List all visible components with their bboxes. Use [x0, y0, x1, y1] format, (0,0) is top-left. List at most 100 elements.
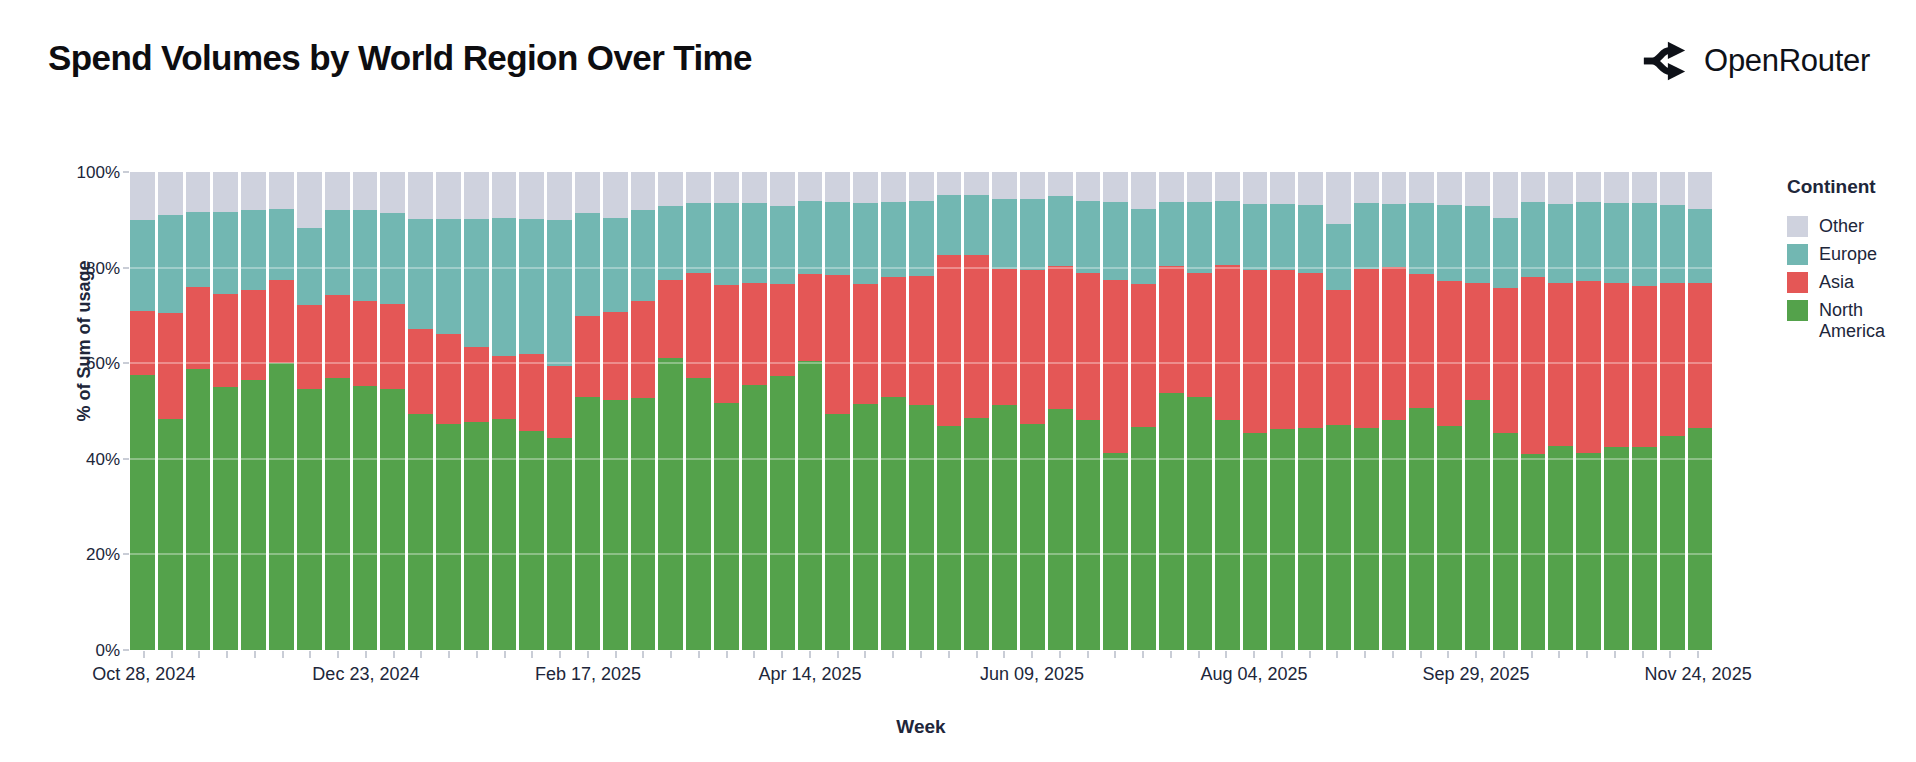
bar-segment-asia[interactable]: [1521, 277, 1546, 454]
bar-segment-other[interactable]: [658, 172, 683, 206]
bar-segment-asia[interactable]: [1632, 286, 1657, 447]
bar-week[interactable]: [1576, 172, 1601, 650]
bar-segment-other[interactable]: [1270, 172, 1295, 204]
bar-segment-europe[interactable]: [241, 210, 266, 289]
bar-week[interactable]: [325, 172, 350, 650]
bar-segment-north-america[interactable]: [269, 363, 294, 650]
bar-segment-north-america[interactable]: [575, 397, 600, 650]
bar-segment-europe[interactable]: [1576, 202, 1601, 282]
bar-week[interactable]: [1660, 172, 1685, 650]
bar-segment-north-america[interactable]: [492, 419, 517, 650]
bar-segment-asia[interactable]: [1465, 283, 1490, 400]
bar-segment-north-america[interactable]: [881, 397, 906, 650]
bar-segment-europe[interactable]: [575, 213, 600, 316]
bar-segment-asia[interactable]: [1576, 281, 1601, 452]
bar-segment-north-america[interactable]: [770, 376, 795, 650]
bar-week[interactable]: [1131, 172, 1156, 650]
bar-segment-north-america[interactable]: [325, 378, 350, 650]
bar-segment-europe[interactable]: [631, 210, 656, 301]
bar-segment-asia[interactable]: [241, 290, 266, 380]
bar-week[interactable]: [798, 172, 823, 650]
bar-week[interactable]: [1604, 172, 1629, 650]
bar-segment-other[interactable]: [353, 172, 378, 210]
bar-segment-europe[interactable]: [1131, 209, 1156, 284]
bar-segment-asia[interactable]: [658, 280, 683, 358]
bar-segment-europe[interactable]: [964, 195, 989, 255]
bar-segment-asia[interactable]: [130, 311, 155, 376]
bar-segment-asia[interactable]: [1131, 284, 1156, 427]
bar-segment-other[interactable]: [1493, 172, 1518, 218]
bar-segment-north-america[interactable]: [658, 358, 683, 650]
bar-segment-north-america[interactable]: [1521, 454, 1546, 650]
bar-segment-europe[interactable]: [770, 206, 795, 284]
bar-segment-europe[interactable]: [853, 203, 878, 284]
bar-segment-north-america[interactable]: [853, 404, 878, 650]
bar-segment-asia[interactable]: [1354, 269, 1379, 428]
bar-week[interactable]: [1076, 172, 1101, 650]
bar-week[interactable]: [686, 172, 711, 650]
bar-segment-asia[interactable]: [325, 295, 350, 377]
bar-week[interactable]: [1326, 172, 1351, 650]
bar-segment-europe[interactable]: [213, 212, 238, 294]
bar-segment-north-america[interactable]: [130, 375, 155, 650]
bar-segment-north-america[interactable]: [1382, 420, 1407, 650]
bar-week[interactable]: [825, 172, 850, 650]
bar-segment-asia[interactable]: [1215, 265, 1240, 420]
bar-week[interactable]: [1298, 172, 1323, 650]
bar-segment-other[interactable]: [1409, 172, 1434, 203]
bar-week[interactable]: [1688, 172, 1713, 650]
bar-segment-asia[interactable]: [408, 329, 433, 414]
bar-segment-asia[interactable]: [353, 301, 378, 387]
bar-segment-other[interactable]: [1215, 172, 1240, 201]
bar-segment-asia[interactable]: [464, 347, 489, 422]
bar-segment-north-america[interactable]: [1632, 447, 1657, 650]
bar-segment-north-america[interactable]: [380, 389, 405, 650]
bar-segment-asia[interactable]: [881, 277, 906, 397]
bar-segment-other[interactable]: [186, 172, 211, 212]
bar-week[interactable]: [492, 172, 517, 650]
bar-segment-north-america[interactable]: [1465, 400, 1490, 650]
bar-segment-europe[interactable]: [1159, 202, 1184, 266]
bar-segment-other[interactable]: [1048, 172, 1073, 196]
bar-segment-north-america[interactable]: [714, 403, 739, 650]
bar-segment-north-america[interactable]: [1409, 408, 1434, 650]
bar-segment-europe[interactable]: [603, 218, 628, 312]
bar-segment-north-america[interactable]: [1548, 446, 1573, 650]
bar-segment-europe[interactable]: [1076, 201, 1101, 273]
bar-segment-asia[interactable]: [825, 275, 850, 414]
bar-segment-europe[interactable]: [1604, 203, 1629, 284]
bar-segment-europe[interactable]: [992, 199, 1017, 268]
bar-segment-asia[interactable]: [1437, 281, 1462, 427]
bar-segment-europe[interactable]: [1465, 206, 1490, 282]
bar-segment-north-america[interactable]: [241, 380, 266, 650]
bar-week[interactable]: [1521, 172, 1546, 650]
bar-segment-asia[interactable]: [964, 255, 989, 418]
bar-segment-other[interactable]: [1159, 172, 1184, 202]
bar-segment-north-america[interactable]: [1298, 428, 1323, 650]
legend-item-asia[interactable]: Asia: [1787, 272, 1913, 293]
bar-segment-europe[interactable]: [1187, 202, 1212, 273]
bar-segment-north-america[interactable]: [547, 438, 572, 650]
bar-segment-other[interactable]: [1465, 172, 1490, 206]
bar-segment-asia[interactable]: [1159, 266, 1184, 393]
bar-week[interactable]: [1243, 172, 1268, 650]
bar-segment-europe[interactable]: [1326, 224, 1351, 290]
bar-segment-asia[interactable]: [1409, 274, 1434, 408]
bar-segment-other[interactable]: [1632, 172, 1657, 203]
bar-week[interactable]: [408, 172, 433, 650]
bar-segment-asia[interactable]: [213, 294, 238, 387]
bar-segment-north-america[interactable]: [937, 426, 962, 650]
bar-segment-asia[interactable]: [519, 354, 544, 431]
bar-segment-europe[interactable]: [1048, 196, 1073, 266]
bar-segment-other[interactable]: [1354, 172, 1379, 203]
bar-week[interactable]: [1159, 172, 1184, 650]
bar-segment-other[interactable]: [1076, 172, 1101, 201]
bar-segment-north-america[interactable]: [1103, 453, 1128, 650]
bar-segment-asia[interactable]: [714, 285, 739, 403]
bar-segment-asia[interactable]: [631, 301, 656, 398]
bar-segment-europe[interactable]: [1409, 203, 1434, 274]
bar-segment-europe[interactable]: [1215, 201, 1240, 265]
bar-week[interactable]: [1437, 172, 1462, 650]
bar-segment-asia[interactable]: [798, 274, 823, 361]
bar-segment-other[interactable]: [1020, 172, 1045, 199]
